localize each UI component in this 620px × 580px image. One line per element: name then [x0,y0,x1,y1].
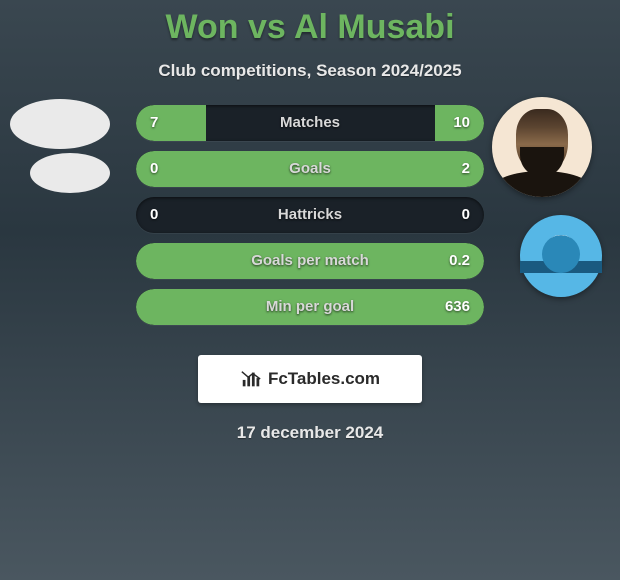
stat-rows: Matches710Goals02Hattricks00Goals per ma… [136,105,484,335]
stat-label: Min per goal [136,289,484,325]
page-title: Won vs Al Musabi [0,0,620,47]
bar-chart-icon [240,368,262,390]
brand-badge[interactable]: FcTables.com [198,355,422,403]
stat-row: Hattricks0 0 [136,197,484,233]
stat-label: Hattricks [136,197,484,233]
right-value: 2 [462,151,470,187]
left-avatar-2 [30,153,110,193]
left-value: 0 [150,197,158,233]
right-value: 0 [462,197,470,233]
title-left: Won [165,8,238,46]
stat-row: Min per goal636 [136,289,484,325]
brand-text: FcTables.com [268,369,380,389]
left-avatar-1 [10,99,110,149]
right-value: 636 [445,289,470,325]
right-value: 10 [453,105,470,141]
stat-row: Matches7 10 [136,105,484,141]
badge-inner [542,235,580,273]
right-club-badge [520,215,602,297]
stat-label: Goals [136,151,484,187]
left-value: 7 [150,105,158,141]
body-shape [492,171,592,197]
date-text: 17 december 2024 [0,423,620,443]
title-vs: vs [248,8,286,46]
stat-row: Goals per match0.2 [136,243,484,279]
right-value: 0.2 [449,243,470,279]
right-player-avatar [492,97,592,197]
title-right: Al Musabi [294,8,455,46]
stat-label: Goals per match [136,243,484,279]
subtitle: Club competitions, Season 2024/2025 [0,61,620,81]
comparison-stage: Matches710Goals02Hattricks00Goals per ma… [0,105,620,345]
left-value: 0 [150,151,158,187]
stat-label: Matches [136,105,484,141]
stat-row: Goals0 2 [136,151,484,187]
